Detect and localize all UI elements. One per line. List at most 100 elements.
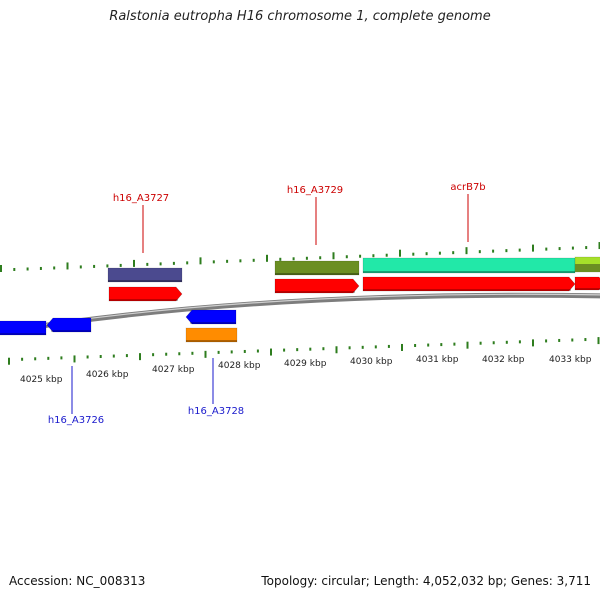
forward-cds-arrow [108, 286, 183, 302]
feature-bar-olive [274, 260, 360, 276]
minor-tick [372, 254, 375, 258]
gene-label: h16_A3727 [113, 193, 169, 204]
tick-row-inner [8, 337, 600, 365]
minor-tick [427, 343, 430, 347]
feature-bar-olive-shadow [275, 273, 359, 275]
minor-tick [146, 262, 149, 266]
reverse-cds-arrow-shadow [190, 322, 236, 324]
minor-tick [60, 356, 63, 360]
minor-tick [26, 267, 29, 271]
tick-label: 4031 kbp [416, 355, 459, 365]
feature-bar-aquamarine [362, 257, 576, 274]
major-tick [204, 350, 207, 358]
feature-bar-slate-shadow [108, 280, 182, 282]
minor-tick [348, 346, 351, 350]
feature-bar-orange [185, 327, 238, 343]
major-tick [332, 252, 335, 260]
minor-tick [239, 259, 242, 263]
minor-tick [191, 351, 194, 355]
major-tick [73, 355, 76, 363]
gene-label: h16_A3729 [287, 185, 343, 196]
features [0, 256, 600, 343]
tick-label: 4026 kbp [86, 370, 129, 380]
major-tick [199, 257, 202, 265]
major-tick [8, 357, 10, 365]
major-tick [66, 262, 69, 270]
feature-bar-slate [107, 267, 183, 283]
forward-cds-arrow-shadow [275, 291, 355, 293]
feature-bar-olive-edge [575, 264, 600, 272]
minor-tick [152, 353, 155, 357]
minor-tick [492, 341, 495, 345]
reverse-cds-arrow [46, 317, 92, 333]
minor-tick [13, 267, 16, 271]
minor-tick [478, 250, 481, 254]
major-tick [266, 254, 268, 262]
minor-tick [518, 248, 521, 252]
reverse-cds-arrow [185, 309, 237, 325]
gene-label: h16_A3728 [188, 406, 244, 417]
minor-tick [21, 357, 24, 361]
reverse-cds-arrow-shadow [51, 330, 91, 332]
minor-tick [243, 349, 246, 353]
minor-tick [518, 340, 521, 344]
minor-tick [165, 352, 168, 356]
tick-label: 4029 kbp [284, 359, 327, 369]
minor-tick [322, 347, 325, 351]
minor-tick [345, 255, 348, 259]
minor-tick [585, 246, 588, 250]
major-tick [532, 339, 534, 347]
minor-tick [86, 355, 89, 359]
major-tick [399, 249, 401, 257]
forward-cds-arrow [274, 278, 360, 294]
major-tick [335, 346, 338, 354]
minor-tick [412, 252, 415, 256]
minor-tick [217, 350, 220, 354]
minor-tick [226, 259, 229, 263]
minor-tick [292, 257, 295, 261]
minor-tick [47, 356, 50, 360]
gene-labels: h16_A3727 h16_A3729 acrB7b h16_A3726 h16_A37… [48, 182, 486, 426]
genome-summary-text: Topology: circular; Length: 4,052,032 bp… [261, 574, 591, 588]
minor-tick [53, 266, 56, 270]
minor-tick [374, 345, 377, 349]
feature-bar-orange-shadow [186, 340, 237, 342]
minor-tick [125, 354, 128, 358]
minor-tick [558, 338, 561, 342]
minor-tick [178, 352, 181, 356]
minor-tick [112, 354, 115, 358]
minor-tick [505, 249, 508, 253]
tick-label: 4030 kbp [350, 357, 393, 367]
forward-cds-arrow-shadow [575, 288, 600, 290]
minor-tick [305, 256, 308, 260]
major-tick [139, 353, 141, 361]
minor-tick [545, 339, 548, 343]
tick-label: 4033 kbp [549, 355, 592, 365]
minor-tick [440, 343, 443, 347]
major-tick [270, 348, 272, 356]
minor-tick [39, 266, 42, 270]
major-tick [401, 343, 403, 351]
minor-tick [479, 341, 482, 345]
minor-tick [385, 253, 388, 257]
minor-tick [159, 262, 162, 266]
major-tick [597, 337, 600, 345]
minor-tick [99, 355, 102, 359]
minor-tick [172, 261, 175, 265]
minor-tick [505, 340, 508, 344]
minor-tick [558, 247, 561, 251]
minor-tick [230, 350, 233, 354]
major-tick [532, 244, 534, 252]
gene-label: h16_A3726 [48, 415, 104, 426]
minor-tick [252, 258, 255, 262]
minor-tick [584, 338, 587, 342]
forward-cds-arrow-shadow [363, 289, 571, 291]
minor-tick [34, 357, 37, 361]
minor-tick [414, 344, 417, 348]
tick-label: 4027 kbp [152, 365, 195, 375]
forward-cds-arrow [362, 276, 576, 292]
minor-tick [119, 263, 122, 267]
minor-tick [361, 345, 364, 349]
minor-tick [256, 349, 259, 353]
